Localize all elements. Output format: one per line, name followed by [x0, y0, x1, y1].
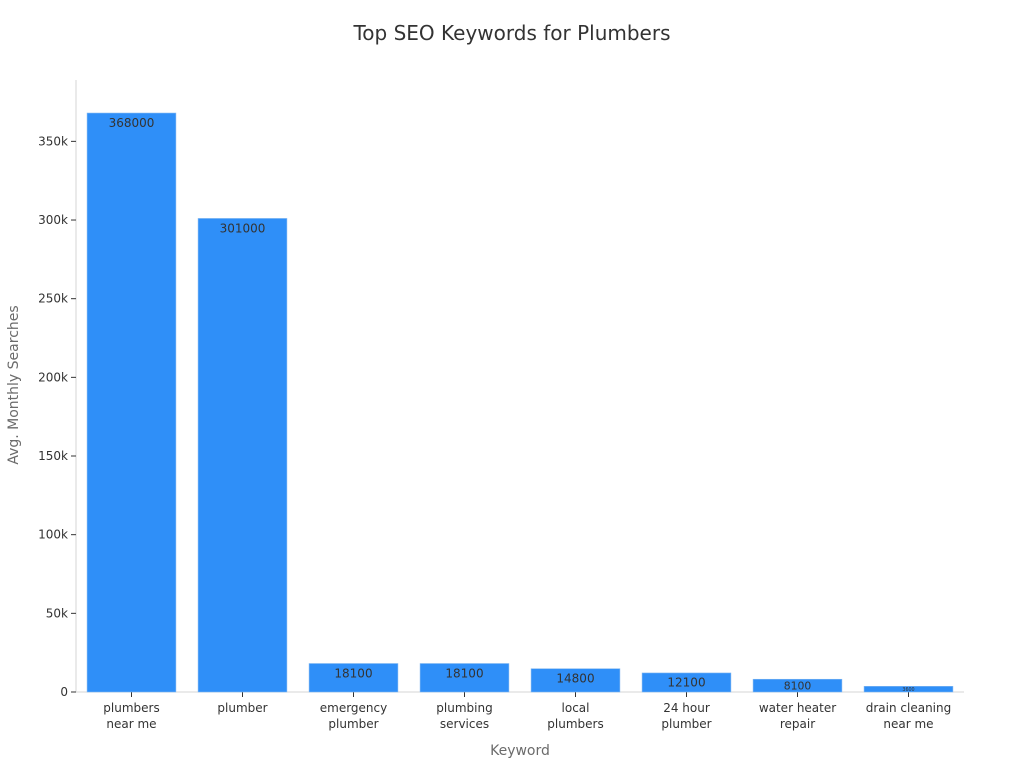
- x-tick-label: plumber: [217, 701, 267, 715]
- bar: [863, 686, 954, 693]
- data-labels-group: 368000 301000 18100 18100 14800 12100 8100 3600: [109, 116, 915, 693]
- data-label: 12100: [667, 676, 705, 690]
- data-label: 3600: [902, 687, 914, 693]
- bar: [419, 663, 510, 693]
- data-label: 18100: [445, 667, 483, 681]
- bar: [641, 672, 732, 693]
- x-axis: plumbers near me plumber emergency plumber pl…: [76, 691, 964, 731]
- y-tick-label: 0: [60, 685, 68, 699]
- y-tick-label: 200k: [38, 370, 68, 384]
- x-tick-label: water heater: [759, 701, 836, 715]
- bar: [308, 663, 399, 693]
- data-label: 8100: [784, 679, 812, 692]
- y-axis-title: Avg. Monthly Searches: [6, 305, 22, 464]
- x-tick-label: 24 hour: [663, 701, 710, 715]
- bar: [197, 218, 288, 693]
- bar: [86, 112, 177, 693]
- x-axis-title: Keyword: [490, 743, 550, 759]
- x-tick-label: near me: [883, 717, 933, 731]
- bars-group: [86, 112, 954, 693]
- data-label: 301000: [220, 221, 266, 235]
- chart-title: Top SEO Keywords for Plumbers: [352, 21, 670, 45]
- y-tick-label: 300k: [38, 213, 68, 227]
- bar: [530, 668, 621, 693]
- data-label: 368000: [109, 116, 155, 130]
- x-tick-label: local: [562, 701, 590, 715]
- y-axis: 0 50k 100k 150k 200k 250k 300k 350k: [38, 80, 77, 699]
- y-tick-label: 50k: [46, 606, 68, 620]
- x-tick-label: drain cleaning: [866, 701, 952, 715]
- x-tick-label: services: [440, 717, 489, 731]
- x-tick-label: plumbing: [436, 701, 492, 715]
- bar: [752, 678, 843, 693]
- x-tick-label: plumbers: [547, 717, 603, 731]
- data-label: 18100: [334, 667, 372, 681]
- y-tick-label: 150k: [38, 449, 68, 463]
- x-tick-label: plumbers: [103, 701, 159, 715]
- x-tick-label: near me: [106, 717, 156, 731]
- x-tick-label: repair: [780, 717, 815, 731]
- x-tick-label: emergency: [320, 701, 387, 715]
- y-tick-label: 350k: [38, 134, 68, 148]
- data-label: 14800: [556, 672, 594, 686]
- x-tick-label: plumber: [328, 717, 378, 731]
- x-tick-label: plumber: [661, 717, 711, 731]
- y-tick-label: 100k: [38, 528, 68, 542]
- y-tick-label: 250k: [38, 292, 68, 306]
